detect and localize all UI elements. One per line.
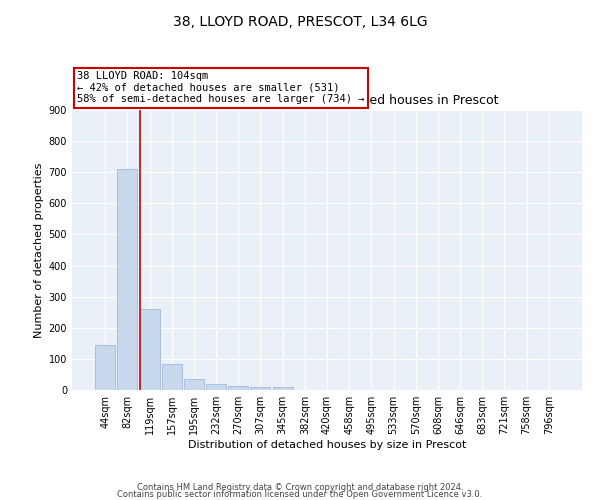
Text: 38 LLOYD ROAD: 104sqm
← 42% of detached houses are smaller (531)
58% of semi-det: 38 LLOYD ROAD: 104sqm ← 42% of detached … bbox=[77, 71, 365, 104]
Bar bbox=[206, 384, 226, 390]
X-axis label: Distribution of detached houses by size in Prescot: Distribution of detached houses by size … bbox=[188, 440, 466, 450]
Bar bbox=[95, 345, 115, 390]
Title: Size of property relative to detached houses in Prescot: Size of property relative to detached ho… bbox=[155, 94, 499, 108]
Text: Contains public sector information licensed under the Open Government Licence v3: Contains public sector information licen… bbox=[118, 490, 482, 499]
Bar bbox=[228, 386, 248, 390]
Text: Contains HM Land Registry data © Crown copyright and database right 2024.: Contains HM Land Registry data © Crown c… bbox=[137, 484, 463, 492]
Bar bbox=[140, 309, 160, 390]
Bar bbox=[162, 364, 182, 390]
Bar bbox=[250, 387, 271, 390]
Bar bbox=[118, 169, 137, 390]
Bar bbox=[272, 387, 293, 390]
Bar bbox=[184, 379, 204, 390]
Y-axis label: Number of detached properties: Number of detached properties bbox=[34, 162, 44, 338]
Text: 38, LLOYD ROAD, PRESCOT, L34 6LG: 38, LLOYD ROAD, PRESCOT, L34 6LG bbox=[173, 15, 427, 29]
